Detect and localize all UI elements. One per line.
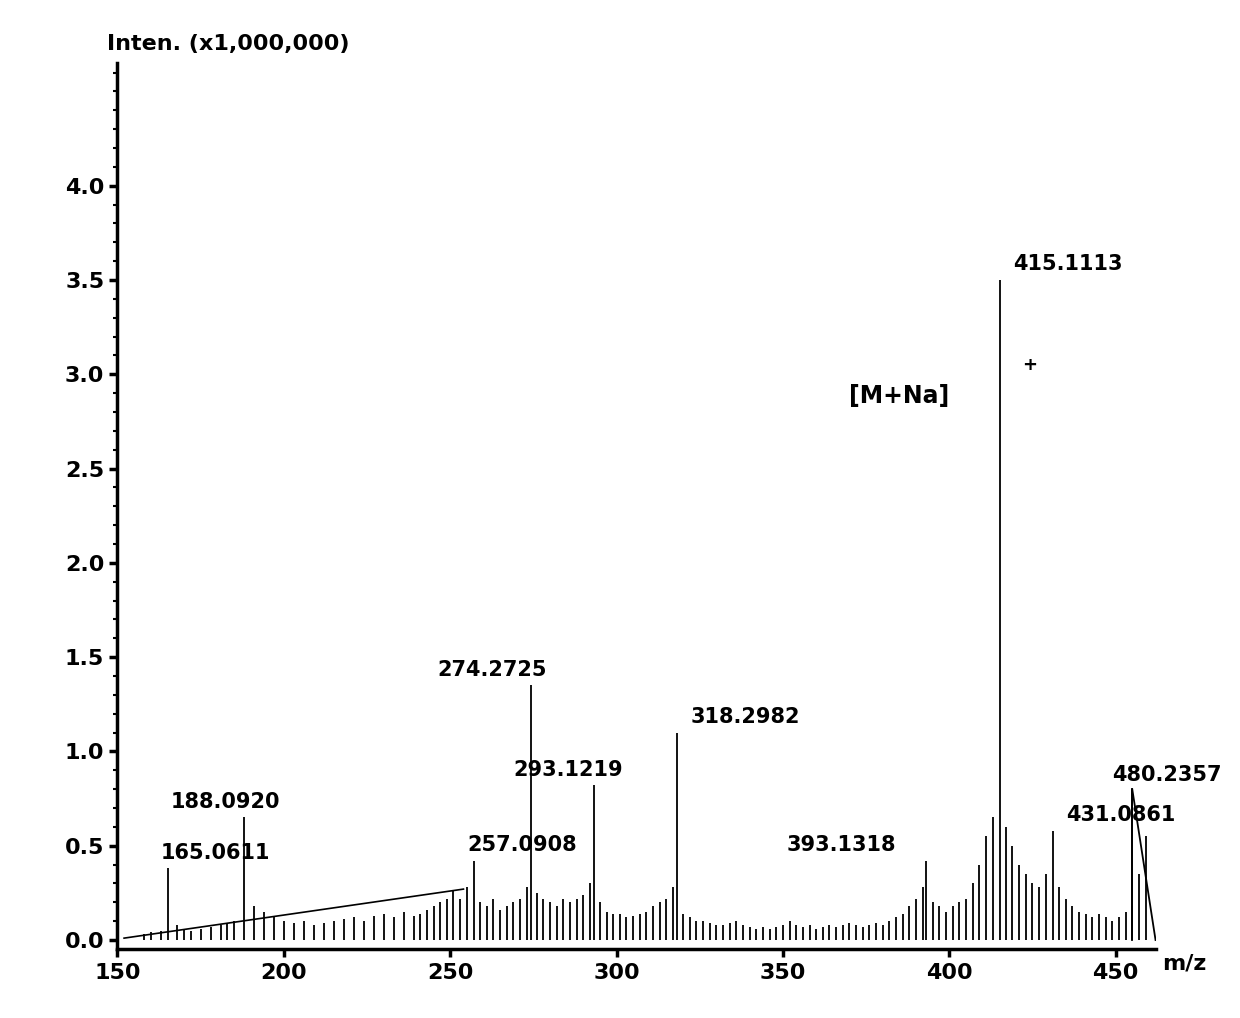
- Text: 165.0611: 165.0611: [161, 843, 270, 862]
- Text: 318.2982: 318.2982: [691, 706, 800, 727]
- Text: 431.0861: 431.0861: [1066, 805, 1176, 825]
- Text: Inten. (x1,000,000): Inten. (x1,000,000): [107, 35, 350, 54]
- Text: m/z: m/z: [1162, 953, 1207, 973]
- Text: +: +: [1023, 356, 1038, 375]
- Text: 274.2725: 274.2725: [438, 660, 547, 680]
- Text: 188.0920: 188.0920: [171, 792, 280, 811]
- Text: 415.1113: 415.1113: [1013, 254, 1122, 275]
- Text: 293.1219: 293.1219: [513, 759, 624, 780]
- Text: 480.2357: 480.2357: [1112, 766, 1221, 786]
- Text: 257.0908: 257.0908: [467, 835, 577, 855]
- Text: 393.1318: 393.1318: [786, 835, 897, 855]
- Text: [M+Na]: [M+Na]: [849, 384, 950, 408]
